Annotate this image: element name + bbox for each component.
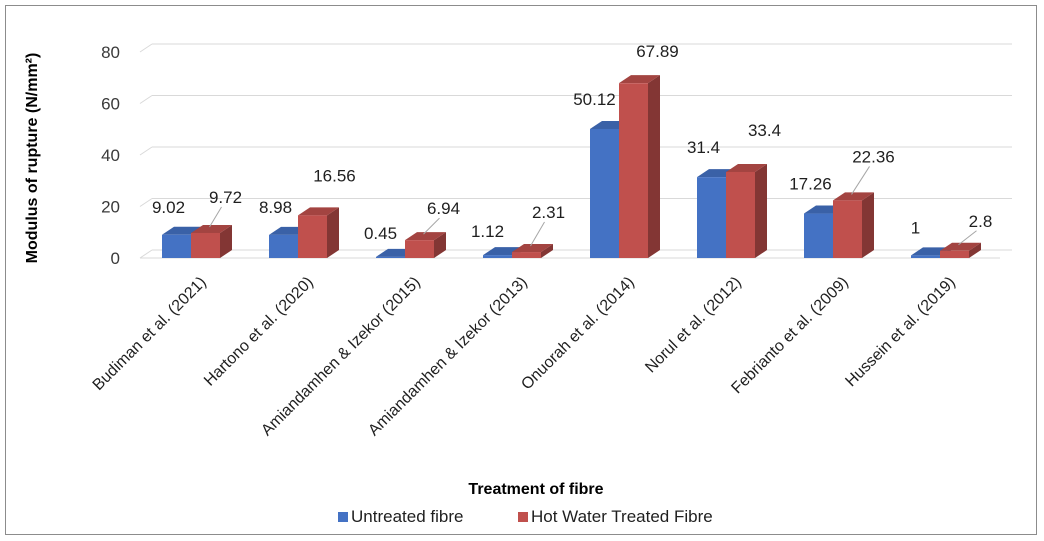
bar-front xyxy=(191,232,220,258)
gridline-depth xyxy=(139,198,153,207)
bar-front xyxy=(269,234,298,258)
bar-top xyxy=(619,75,660,84)
bar-side xyxy=(220,224,232,258)
data-label: 6.94 xyxy=(427,199,460,218)
legend-label: Untreated fibre xyxy=(351,507,463,526)
y-tick-label: 60 xyxy=(101,95,120,114)
bar-hot-water-treated-4 xyxy=(619,75,660,258)
data-label: 9.02 xyxy=(152,198,185,217)
bars xyxy=(162,75,981,258)
bar-top xyxy=(940,242,981,251)
gridline-depth xyxy=(139,146,153,156)
bar-front xyxy=(940,250,969,258)
y-tick-label: 20 xyxy=(101,198,120,217)
x-axis-title: Treatment of fibre xyxy=(468,481,603,498)
data-label: 1 xyxy=(911,218,920,237)
data-label: 17.26 xyxy=(789,175,832,194)
data-label: 31.4 xyxy=(687,138,720,157)
bar-top xyxy=(298,207,339,216)
bar-side xyxy=(648,75,660,258)
bar-top xyxy=(405,232,446,241)
x-category-label: Hussein et al. (2019) xyxy=(842,274,958,390)
gridline-depth xyxy=(139,95,153,104)
bar-side xyxy=(434,232,446,258)
bar-front xyxy=(512,252,541,258)
bar-front xyxy=(405,240,434,258)
bar-side xyxy=(541,244,553,258)
leader-line xyxy=(423,217,440,235)
data-label: 1.12 xyxy=(471,222,504,241)
data-label: 9.72 xyxy=(209,188,242,207)
bar-top xyxy=(833,192,874,201)
bar-front xyxy=(833,200,862,258)
bar-hot-water-treated-5 xyxy=(726,163,767,258)
data-label: 67.89 xyxy=(636,42,679,61)
bar-front xyxy=(483,255,512,258)
data-labels: 9.02 9.72 8.98 16.56 0.45 6.94 1.12 2.31 50.12 67… xyxy=(152,42,992,243)
x-category-label: Norul et al. (2012) xyxy=(642,274,745,377)
data-label: 16.56 xyxy=(313,166,356,185)
chart-frame xyxy=(5,5,1037,535)
bar-hot-water-treated-2 xyxy=(405,232,446,258)
data-label: 22.36 xyxy=(852,147,895,166)
bar-hot-water-treated-3 xyxy=(512,244,553,258)
leader-line xyxy=(958,230,977,246)
bar-top xyxy=(726,163,767,172)
leader-line xyxy=(530,221,545,247)
bar-front xyxy=(804,213,833,258)
x-category-label: Hartono et al. (2020) xyxy=(201,274,317,390)
bar-top xyxy=(512,244,553,253)
bar-side xyxy=(327,207,339,258)
y-tick-label: 40 xyxy=(101,146,120,165)
bar-front xyxy=(619,83,648,258)
bar-top xyxy=(191,224,232,233)
bar-front xyxy=(376,256,405,258)
gridline-depth xyxy=(139,43,153,53)
bar-front xyxy=(590,128,619,258)
bar-front xyxy=(697,177,726,258)
legend: Untreated fibre Hot Water Treated Fibre xyxy=(338,507,713,526)
leader-line xyxy=(851,166,870,195)
bar-hot-water-treated-6 xyxy=(833,192,874,258)
bar-front xyxy=(162,234,191,258)
bar-front xyxy=(298,215,327,258)
x-category-label: Budiman et al. (2021) xyxy=(90,274,210,394)
data-label: 8.98 xyxy=(259,198,292,217)
x-axis-category-labels: Budiman et al. (2021)Hartono et al. (202… xyxy=(90,274,959,439)
bar-side xyxy=(755,163,767,258)
y-tick-label: 0 xyxy=(111,249,120,268)
leader-line xyxy=(209,206,222,228)
legend-label: Hot Water Treated Fibre xyxy=(531,507,713,526)
legend-swatch xyxy=(338,512,348,522)
y-tick-label: 80 xyxy=(101,43,120,62)
data-label: 50.12 xyxy=(573,90,616,109)
legend-swatch xyxy=(518,512,528,522)
gridline-depth xyxy=(139,249,153,259)
y-axis-title: Modulus of rupture (N/mm²) xyxy=(24,53,41,264)
bar-hot-water-treated-7 xyxy=(940,242,981,258)
y-axis-ticks: 0 20 40 60 80 xyxy=(101,43,120,268)
bar-hot-water-treated-1 xyxy=(298,207,339,258)
data-label: 33.4 xyxy=(748,121,781,140)
bar-side xyxy=(969,242,981,258)
x-category-label: Febrianto et al. (2009) xyxy=(728,274,851,397)
bar-side xyxy=(862,192,874,258)
label-leader-lines xyxy=(209,166,977,247)
bar-front xyxy=(726,171,755,258)
x-category-label: Onuorah et al. (2014) xyxy=(518,274,638,394)
bar-front xyxy=(911,255,940,258)
data-label: 0.45 xyxy=(364,224,397,243)
data-label: 2.31 xyxy=(532,203,565,222)
bar-hot-water-treated-0 xyxy=(191,224,232,258)
data-label: 2.8 xyxy=(969,212,993,231)
